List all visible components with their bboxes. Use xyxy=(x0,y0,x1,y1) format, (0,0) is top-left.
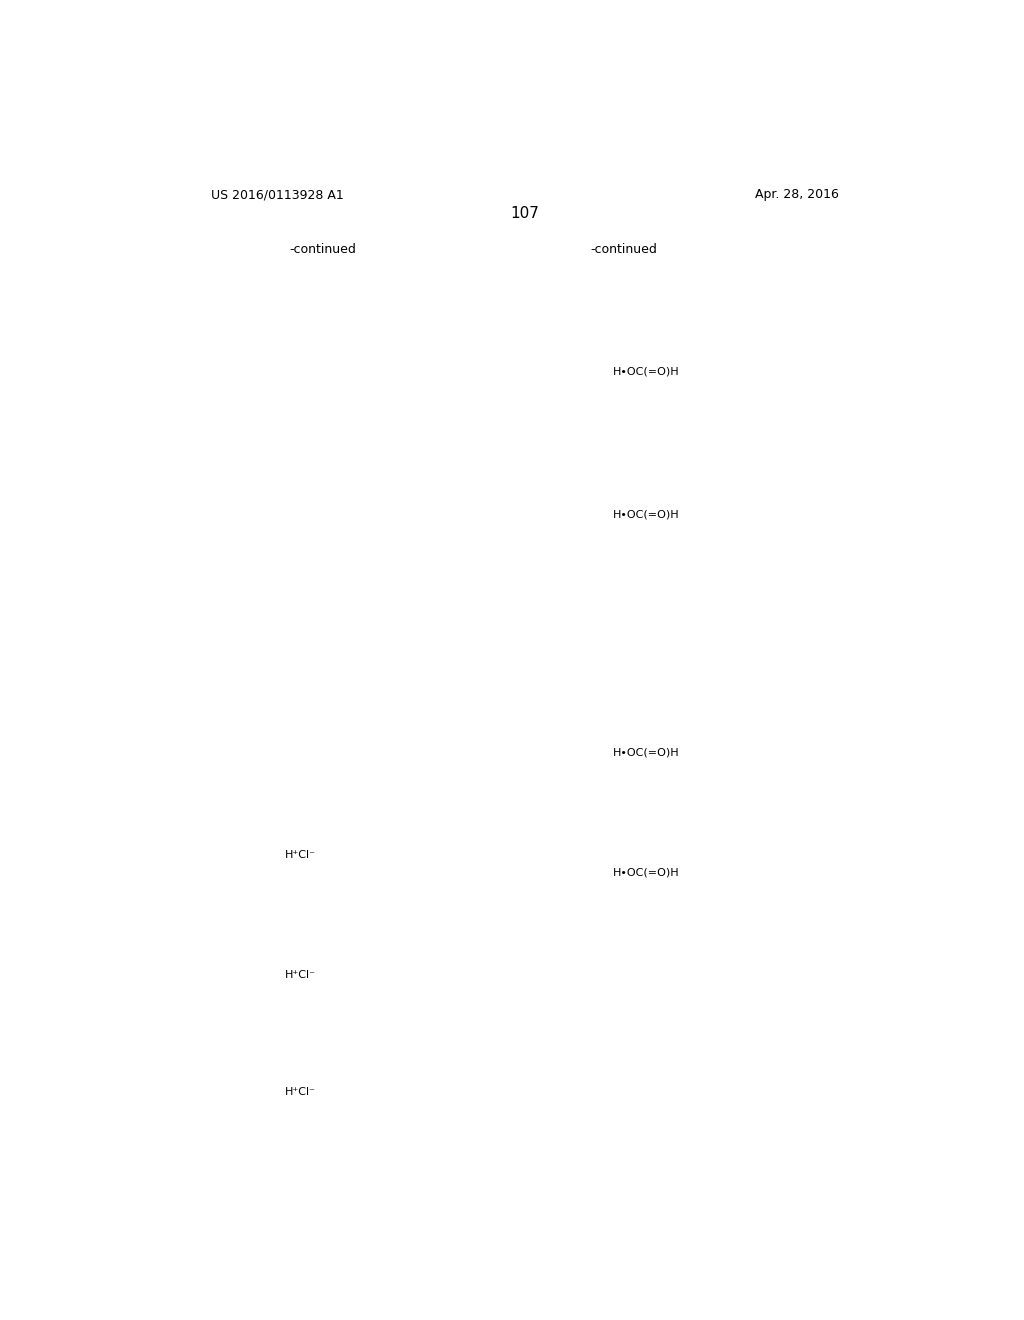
Text: H•OC(=O)H: H•OC(=O)H xyxy=(613,867,680,878)
Text: 107: 107 xyxy=(510,206,540,222)
Text: H⁺Cl⁻: H⁺Cl⁻ xyxy=(285,1086,315,1097)
Text: H⁺Cl⁻: H⁺Cl⁻ xyxy=(285,970,315,979)
Text: Apr. 28, 2016: Apr. 28, 2016 xyxy=(755,187,839,201)
Text: H•OC(=O)H: H•OC(=O)H xyxy=(613,510,680,519)
Text: -continued: -continued xyxy=(290,243,356,256)
Text: H•OC(=O)H: H•OC(=O)H xyxy=(613,748,680,758)
Text: H⁺Cl⁻: H⁺Cl⁻ xyxy=(285,850,315,861)
Text: H•OC(=O)H: H•OC(=O)H xyxy=(613,367,680,376)
Text: -continued: -continued xyxy=(590,243,656,256)
Text: US 2016/0113928 A1: US 2016/0113928 A1 xyxy=(211,187,344,201)
